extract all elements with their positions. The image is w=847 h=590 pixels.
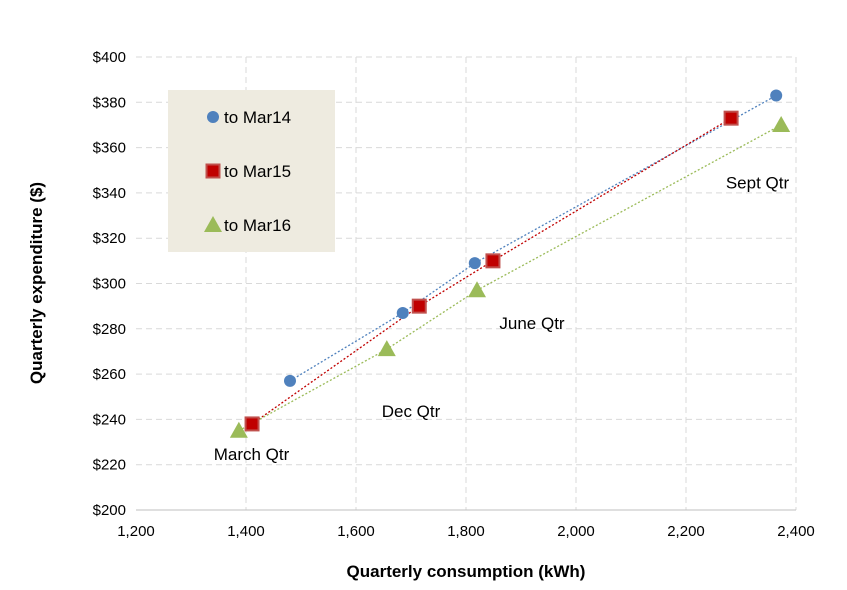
- legend-label: to Mar16: [224, 216, 291, 235]
- y-tick-label: $280: [93, 321, 126, 338]
- data-point: [377, 340, 396, 357]
- y-tick-label: $400: [93, 49, 126, 66]
- annotation-label: June Qtr: [499, 314, 565, 333]
- annotation-label: Sept Qtr: [726, 173, 790, 192]
- series-line-2: [238, 124, 782, 432]
- data-point: [468, 257, 481, 270]
- data-point: [396, 306, 409, 319]
- legend-label: to Mar14: [224, 108, 291, 127]
- legend-marker: [207, 111, 219, 123]
- y-axis-label: Quarterly expenditure ($): [27, 182, 46, 384]
- legend-box: [168, 90, 335, 252]
- data-point: [770, 89, 783, 102]
- data-point: [723, 110, 739, 126]
- y-tick-label: $320: [93, 230, 126, 247]
- data-point: [229, 421, 248, 438]
- y-tick-label: $380: [93, 94, 126, 111]
- x-tick-label: 2,400: [777, 523, 815, 540]
- x-tick-label: 2,000: [557, 523, 595, 540]
- x-tick-label: 1,400: [227, 523, 265, 540]
- data-point: [244, 416, 260, 432]
- annotation-label: Dec Qtr: [382, 402, 441, 421]
- data-point: [468, 281, 486, 298]
- series-line-1: [251, 117, 732, 425]
- data-point: [411, 298, 427, 314]
- legend-label: to Mar15: [224, 162, 291, 181]
- data-point: [485, 253, 501, 269]
- y-tick-label: $220: [93, 457, 126, 474]
- x-axis-label: Quarterly consumption (kWh): [347, 562, 586, 581]
- x-tick-label: 1,800: [447, 523, 485, 540]
- y-tick-label: $360: [93, 140, 126, 157]
- y-tick-label: $240: [93, 411, 126, 428]
- y-tick-label: $200: [93, 502, 126, 519]
- series-line-0: [289, 94, 777, 382]
- x-tick-label: 1,200: [117, 523, 155, 540]
- y-tick-label: $300: [93, 276, 126, 293]
- annotation-label: March Qtr: [214, 445, 290, 464]
- data-point: [772, 115, 791, 132]
- y-tick-label: $340: [93, 185, 126, 202]
- x-tick-label: 1,600: [337, 523, 375, 540]
- legend-marker: [205, 163, 221, 179]
- data-point: [284, 374, 296, 387]
- y-tick-label: $260: [93, 366, 126, 383]
- legend-marker: [204, 216, 222, 232]
- x-tick-label: 2,200: [667, 523, 705, 540]
